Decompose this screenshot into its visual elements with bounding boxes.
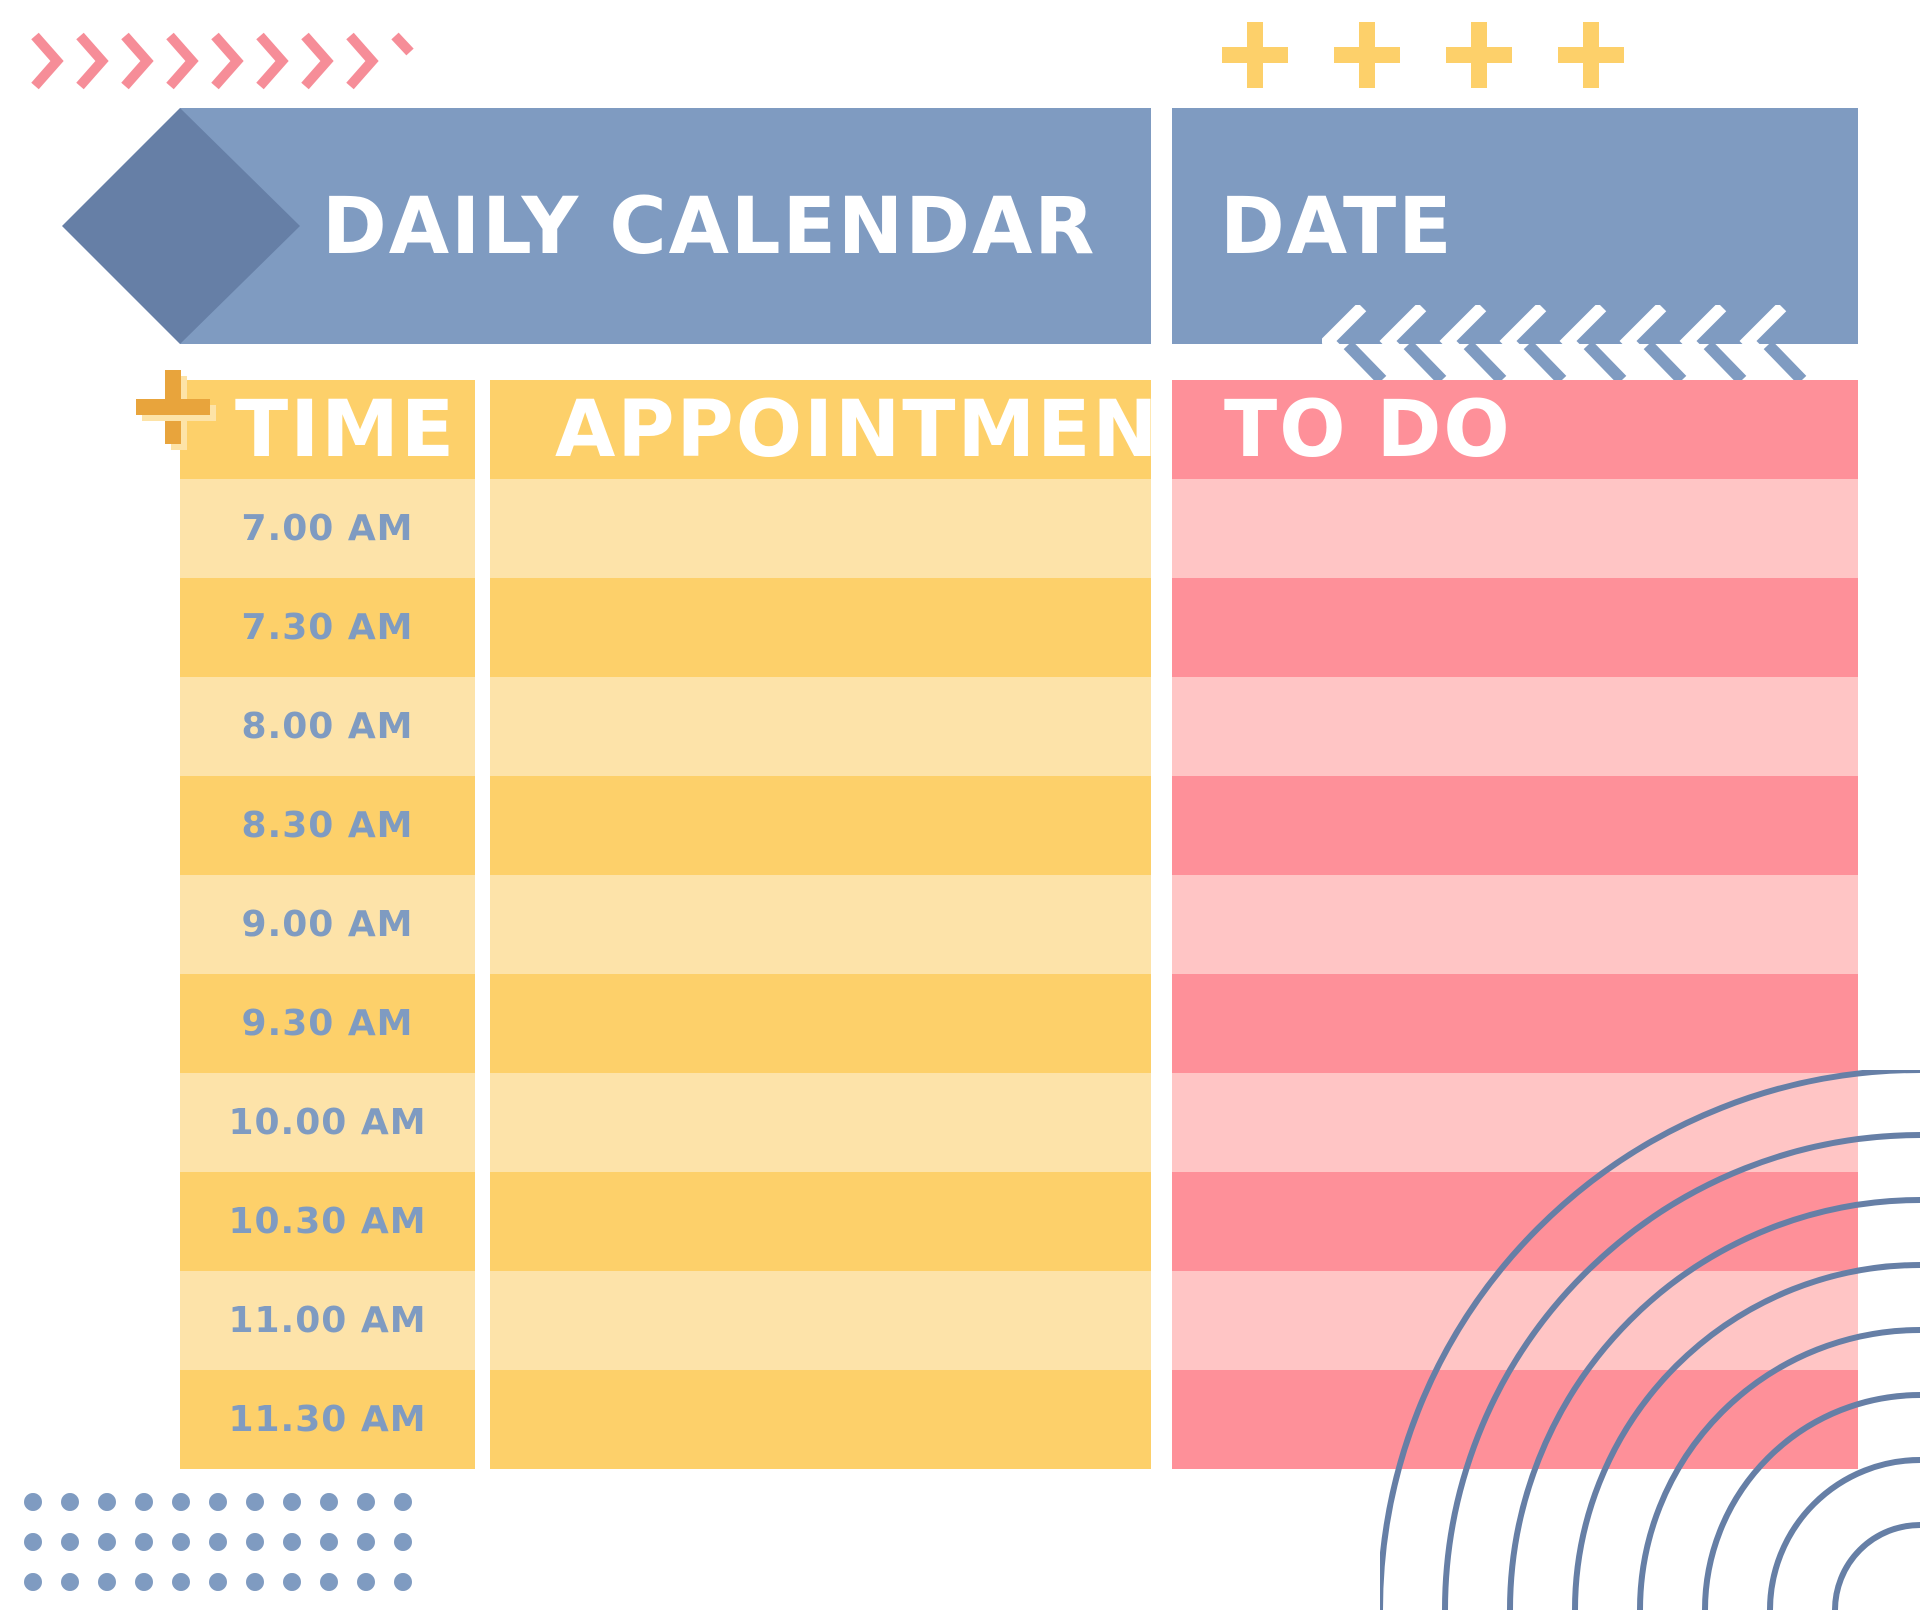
todo-cell[interactable] xyxy=(1172,776,1858,875)
appointment-cell[interactable] xyxy=(490,875,1151,974)
appointment-cell[interactable] xyxy=(490,1172,1151,1271)
table-row: 8.00 AM xyxy=(0,677,1920,776)
appointment-cell[interactable] xyxy=(490,1271,1151,1370)
table-row: 10.30 AM xyxy=(0,1172,1920,1271)
time-cell: 11.30 AM xyxy=(180,1370,475,1469)
date-label: DATE xyxy=(1220,182,1454,272)
chevron-decoration xyxy=(31,32,414,90)
table-row: 11.30 AM xyxy=(0,1370,1920,1469)
title-banner xyxy=(180,108,1151,344)
todo-cell[interactable] xyxy=(1172,578,1858,677)
todo-cell[interactable] xyxy=(1172,479,1858,578)
table-row: 7.00 AM xyxy=(0,479,1920,578)
todo-cell[interactable] xyxy=(1172,1370,1858,1469)
date-banner xyxy=(1172,108,1858,344)
appointment-cell[interactable] xyxy=(490,974,1151,1073)
plus-icon xyxy=(1334,22,1400,88)
todo-cell[interactable] xyxy=(1172,1073,1858,1172)
plus-icon xyxy=(136,370,210,444)
time-cell: 7.30 AM xyxy=(180,578,475,677)
todo-cell[interactable] xyxy=(1172,875,1858,974)
concentric-arcs-decoration xyxy=(1380,1070,1920,1611)
table-row: 10.00 AM xyxy=(0,1073,1920,1172)
appointment-cell[interactable] xyxy=(490,479,1151,578)
plus-icon xyxy=(1558,22,1624,88)
appointment-cell[interactable] xyxy=(490,1370,1151,1469)
time-cell: 7.00 AM xyxy=(180,479,475,578)
column-header-appointment: APPOINTMENT xyxy=(490,380,1213,479)
appointment-cell[interactable] xyxy=(490,776,1151,875)
plus-icon xyxy=(1222,22,1288,88)
table-row: 7.30 AM xyxy=(0,578,1920,677)
time-cell: 9.30 AM xyxy=(180,974,475,1073)
time-cell: 10.30 AM xyxy=(180,1172,475,1271)
column-header-time: TIME xyxy=(180,380,475,479)
table-row: 9.00 AM xyxy=(0,875,1920,974)
appointment-cell[interactable] xyxy=(490,1073,1151,1172)
appointment-cell[interactable] xyxy=(490,578,1151,677)
column-header-todo: TO DO xyxy=(1172,380,1858,479)
todo-cell[interactable] xyxy=(1172,677,1858,776)
appointment-cell[interactable] xyxy=(490,677,1151,776)
time-cell: 9.00 AM xyxy=(180,875,475,974)
dot-grid-decoration xyxy=(24,1493,412,1591)
table-row: 11.00 AM xyxy=(0,1271,1920,1370)
todo-cell[interactable] xyxy=(1172,1271,1858,1370)
schedule-table: 7.00 AM 7.30 AM 8.00 AM 8.30 AM 9.00 AM … xyxy=(0,479,1920,1469)
chevron-band-decoration xyxy=(1322,305,1807,380)
diamond-decoration xyxy=(62,108,300,344)
table-row: 9.30 AM xyxy=(0,974,1920,1073)
time-cell: 8.00 AM xyxy=(180,677,475,776)
time-cell: 11.00 AM xyxy=(180,1271,475,1370)
plus-icon xyxy=(1446,22,1512,88)
page-title: DAILY CALENDAR xyxy=(322,182,1097,272)
time-cell: 8.30 AM xyxy=(180,776,475,875)
time-cell: 10.00 AM xyxy=(180,1073,475,1172)
table-row: 8.30 AM xyxy=(0,776,1920,875)
todo-cell[interactable] xyxy=(1172,974,1858,1073)
